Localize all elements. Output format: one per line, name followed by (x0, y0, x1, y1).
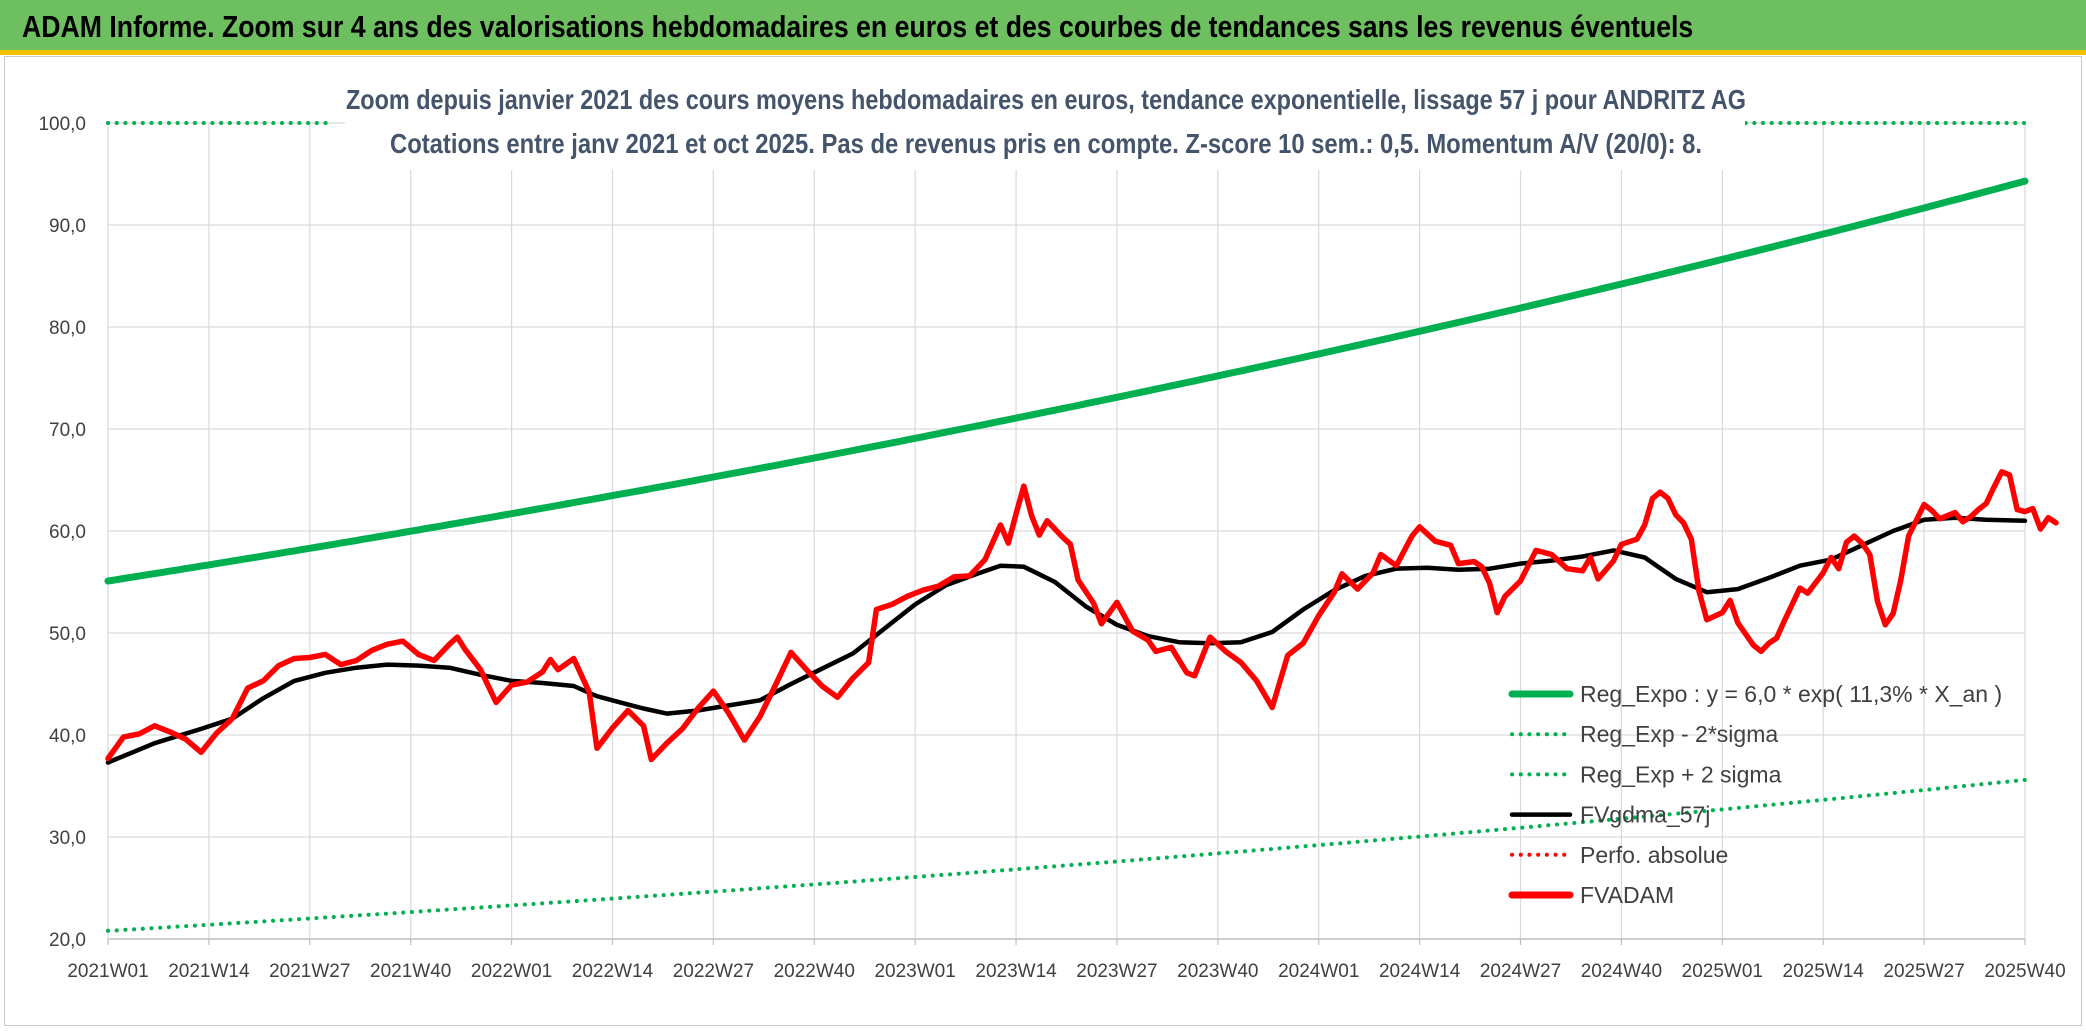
legend-label-reg-exp-2-sigma: Reg_Exp - 2*sigma (1580, 721, 1778, 747)
report-banner: ADAM Informe. Zoom sur 4 ans des valoris… (0, 0, 2086, 52)
x-tick-label: 2023W40 (1177, 961, 1258, 982)
x-tick-label: 2024W40 (1581, 961, 1662, 982)
x-tick-label: 2023W14 (975, 961, 1057, 982)
x-tick-label: 2025W01 (1682, 961, 1763, 982)
x-tick-label: 2023W27 (1076, 961, 1157, 982)
title-background (345, 78, 1745, 170)
y-axis: 20,0 30,0 40,0 50,0 60,0 70,0 80,0 90,0 100,0 (38, 114, 86, 951)
chart-title: Zoom depuis janvier 2021 des cours moyen… (346, 84, 1746, 115)
x-tick-label: 2022W14 (572, 961, 654, 982)
legend-label-perfo-absolue: Perfo. absolue (1580, 842, 1728, 868)
y-tick-label: 90,0 (49, 216, 86, 237)
legend-label-reg-expo-y-6-0-exp-11-3-x-an: Reg_Expo : y = 6,0 * exp( 11,3% * X_an ) (1580, 681, 2002, 707)
legend-label-reg-exp-2-sigma: Reg_Exp + 2 sigma (1580, 761, 1782, 787)
x-tick-label: 2024W01 (1278, 961, 1359, 982)
x-tick-label: 2021W40 (370, 961, 451, 982)
x-tick-label: 2021W27 (269, 961, 350, 982)
y-tick-label: 80,0 (49, 318, 86, 339)
y-tick-label: 70,0 (49, 420, 86, 441)
x-tick-label: 2022W40 (774, 961, 855, 982)
report-title: ADAM Informe. Zoom sur 4 ans des valoris… (22, 9, 1694, 44)
series-line-reg-expo-y-6-0-exp-11-3-x-an (104, 177, 2029, 585)
x-tick-label: 2021W01 (67, 961, 148, 982)
x-tick-label: 2024W14 (1379, 961, 1461, 982)
y-tick-label: 50,0 (49, 624, 86, 645)
x-tick-label: 2024W27 (1480, 961, 1561, 982)
chart-subtitle: Cotations entre janv 2021 et oct 2025. P… (390, 128, 1702, 159)
legend-label-fvadam: FVADAM (1580, 882, 1674, 908)
y-tick-label: 100,0 (38, 114, 86, 135)
banner-stripe (0, 50, 2086, 55)
y-tick-label: 60,0 (49, 522, 86, 543)
chart-legend: Reg_Expo : y = 6,0 * exp( 11,3% * X_an )… (1508, 681, 2002, 908)
y-tick-label: 20,0 (49, 930, 86, 951)
chart-title-block: Zoom depuis janvier 2021 des cours moyen… (345, 78, 1746, 170)
series-line-fvadam (105, 469, 2059, 763)
x-tick-label: 2025W14 (1783, 961, 1865, 982)
y-tick-label: 40,0 (49, 726, 86, 747)
legend-label-fvgdma-57j: FVgdma_57j (1580, 802, 1710, 828)
series-layer (104, 121, 2059, 933)
x-tick-label: 2022W01 (471, 961, 552, 982)
y-tick-label: 30,0 (49, 828, 86, 849)
x-tick-label: 2023W01 (874, 961, 955, 982)
x-tick-label: 2025W27 (1883, 961, 1964, 982)
x-tick-label: 2021W14 (168, 961, 250, 982)
x-tick-label: 2022W27 (673, 961, 754, 982)
series-line-reg-exp-2-sigma (106, 777, 2027, 933)
x-tick-label: 2025W40 (1984, 961, 2065, 982)
grid-layer (107, 122, 2026, 945)
x-axis: 2021W01 2021W14 2021W27 2021W40 2022W01 2022W… (67, 961, 2065, 982)
